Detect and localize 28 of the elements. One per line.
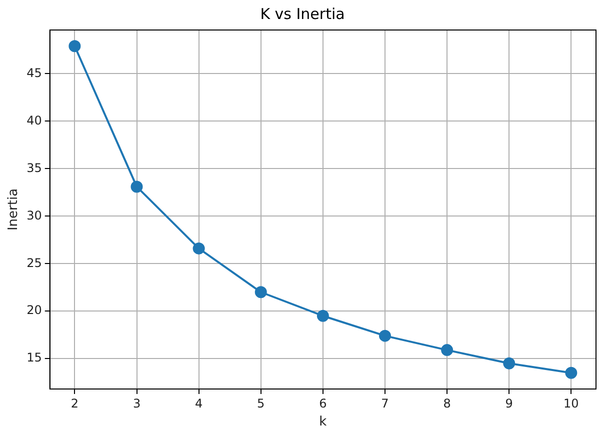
point <box>441 344 454 356</box>
y-tick-label: 35 <box>26 160 42 175</box>
y-tick-label: 45 <box>26 66 42 80</box>
x-tick-label: 9 <box>505 396 513 410</box>
point <box>130 180 143 193</box>
x-tick-label: 6 <box>319 396 327 410</box>
y-tick-label: 40 <box>26 113 42 128</box>
point <box>68 40 81 52</box>
point <box>254 286 267 298</box>
y-tick-label: 15 <box>26 350 42 365</box>
x-tick-label: 10 <box>564 396 579 410</box>
y-tick-label: 25 <box>26 256 42 270</box>
x-tick-label: 3 <box>132 396 141 410</box>
x-axis-title: k <box>319 414 328 430</box>
y-tick-label: 30 <box>26 208 42 222</box>
y-axis-title: Inertia <box>6 188 22 231</box>
x-tick-label: 7 <box>381 396 389 410</box>
point <box>192 242 205 254</box>
y-tick-label: 20 <box>26 303 42 318</box>
point <box>503 357 516 370</box>
x-tick-label: 5 <box>257 396 265 410</box>
x-tick-label: 2 <box>70 396 79 410</box>
point <box>565 366 578 379</box>
chart-title: K vs Inertia <box>260 4 345 23</box>
x-tick-label: 4 <box>194 396 203 410</box>
x-tick-label: 8 <box>443 396 451 410</box>
point <box>378 330 391 342</box>
point <box>316 310 329 322</box>
